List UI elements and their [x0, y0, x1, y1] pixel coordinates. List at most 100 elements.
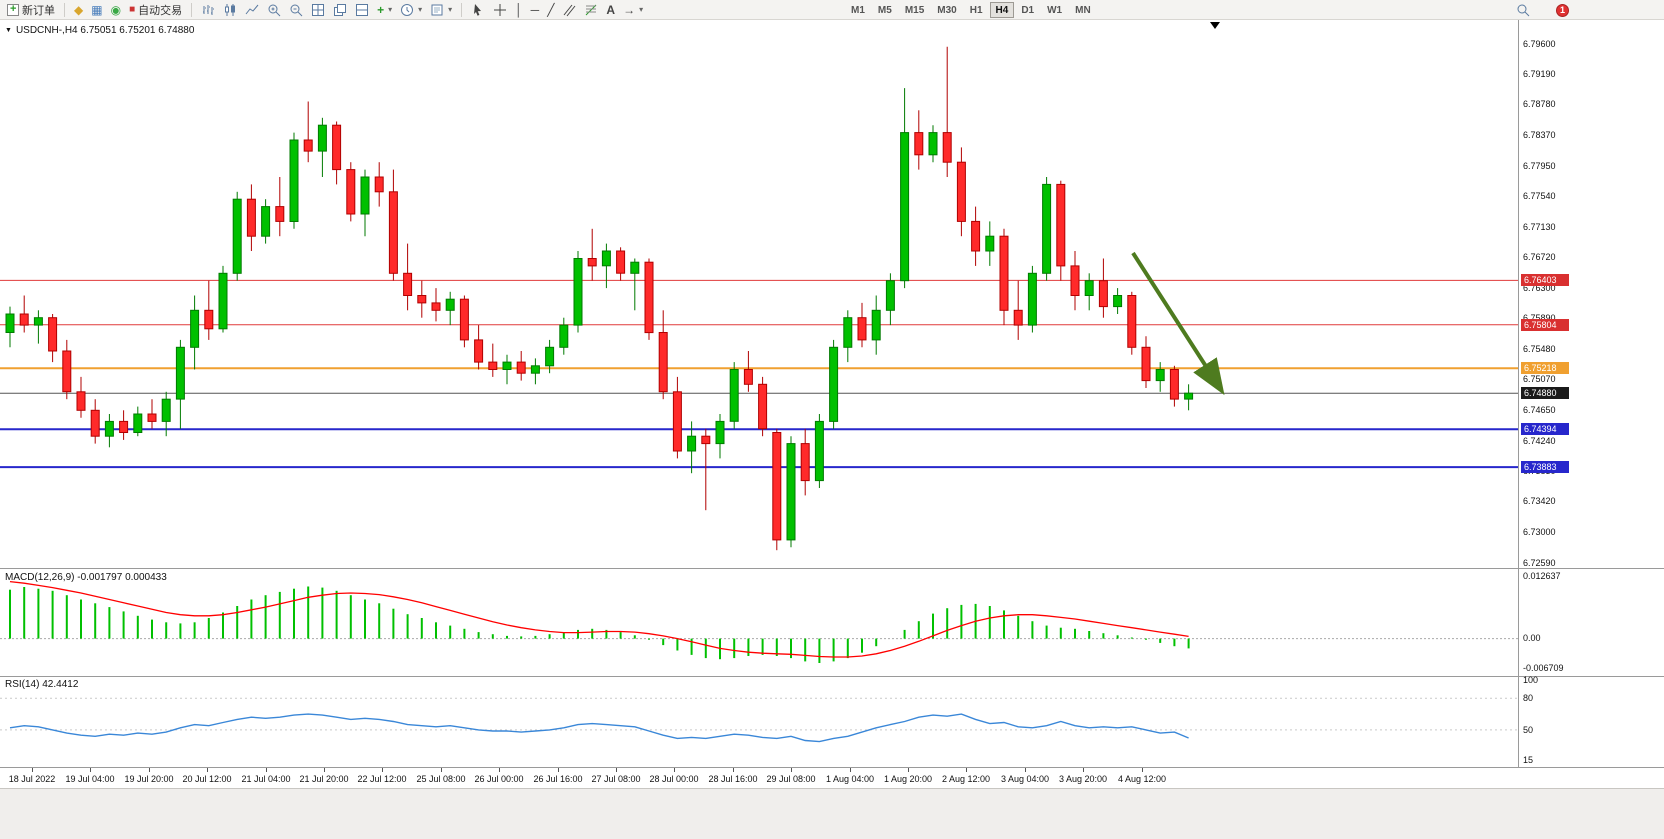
- candle[interactable]: [871, 309, 881, 341]
- line-chart-button[interactable]: [242, 1, 262, 19]
- candle[interactable]: [246, 198, 256, 237]
- candle[interactable]: [658, 332, 668, 393]
- candle[interactable]: [346, 169, 356, 215]
- ar rows-tool-button[interactable]: → ▾: [620, 1, 646, 19]
- candle[interactable]: [488, 361, 498, 371]
- candle[interactable]: [1070, 265, 1080, 296]
- crosshair-tool-button[interactable]: [490, 1, 510, 19]
- macd-panel-canvas[interactable]: [0, 570, 1518, 675]
- timeframe-h4[interactable]: H4: [989, 2, 1015, 18]
- candle[interactable]: [559, 324, 569, 348]
- candle[interactable]: [431, 302, 441, 311]
- candle[interactable]: [1127, 295, 1137, 348]
- candle[interactable]: [516, 361, 526, 374]
- timeframe-m15[interactable]: M15: [904, 5, 925, 16]
- candle[interactable]: [715, 420, 725, 445]
- templates-button[interactable]: ▾: [427, 1, 455, 19]
- candle[interactable]: [1155, 369, 1165, 382]
- candle[interactable]: [829, 346, 839, 422]
- candle[interactable]: [275, 206, 285, 222]
- candle[interactable]: [332, 124, 342, 171]
- candle[interactable]: [317, 124, 327, 152]
- refresh-button[interactable]: ◉: [108, 1, 124, 19]
- candle[interactable]: [374, 176, 384, 193]
- candle[interactable]: [119, 420, 129, 433]
- candle[interactable]: [530, 365, 540, 374]
- trend-arrow[interactable]: [1131, 251, 1225, 396]
- text-tool-button[interactable]: A: [603, 1, 618, 19]
- arrange-windows-button[interactable]: [352, 1, 372, 19]
- candle[interactable]: [743, 369, 753, 385]
- time-axis[interactable]: 18 Jul 2022 19 Jul 04:00 19 Jul 20:00 20 Ju…: [0, 767, 1518, 788]
- candle[interactable]: [885, 280, 895, 311]
- rsi-panel-canvas[interactable]: [0, 677, 1518, 767]
- candle[interactable]: [772, 432, 782, 541]
- candle[interactable]: [1184, 392, 1194, 400]
- channel-tool-button[interactable]: [559, 1, 579, 19]
- tile-windows-button[interactable]: [308, 1, 328, 19]
- trendline-tool-button[interactable]: ╱: [544, 1, 557, 19]
- candle[interactable]: [147, 413, 157, 422]
- candle[interactable]: [985, 235, 995, 252]
- candle[interactable]: [417, 295, 427, 304]
- candle[interactable]: [900, 132, 910, 282]
- candle[interactable]: [687, 435, 697, 452]
- timeframe-h1[interactable]: H1: [969, 5, 983, 16]
- candle[interactable]: [175, 346, 185, 400]
- candle[interactable]: [1113, 295, 1123, 308]
- cascade-windows-button[interactable]: [330, 1, 350, 19]
- autotrading-button[interactable]: ■ 自动交易: [126, 1, 185, 19]
- candle[interactable]: [644, 261, 654, 334]
- candle[interactable]: [701, 435, 711, 445]
- candle[interactable]: [729, 369, 739, 422]
- candle[interactable]: [914, 132, 924, 156]
- candle[interactable]: [786, 443, 796, 541]
- candle[interactable]: [1141, 346, 1151, 382]
- candle[interactable]: [857, 317, 867, 341]
- candle[interactable]: [573, 258, 583, 326]
- candle[interactable]: [360, 176, 370, 215]
- candle[interactable]: [1056, 183, 1066, 267]
- candle[interactable]: [445, 298, 455, 311]
- candle[interactable]: [630, 261, 640, 274]
- market-watch-button[interactable]: ◆: [71, 1, 86, 19]
- charts-button[interactable]: ▦: [88, 1, 105, 19]
- timeframe-mn[interactable]: MN: [1075, 5, 1091, 16]
- candle[interactable]: [133, 413, 143, 433]
- candle[interactable]: [104, 420, 114, 437]
- zoom-in-button[interactable]: [264, 1, 284, 19]
- price-axis[interactable]: 6.79600 6.79190 6.78780 6.78370 6.77950 6.775…: [1519, 0, 1664, 788]
- candle[interactable]: [388, 191, 398, 274]
- bar-chart-button[interactable]: [198, 1, 218, 19]
- notification-badge[interactable]: 1: [1556, 3, 1569, 17]
- candle[interactable]: [19, 313, 29, 326]
- candle[interactable]: [1084, 280, 1094, 297]
- candle[interactable]: [1169, 369, 1179, 400]
- candle[interactable]: [601, 250, 611, 267]
- candle[interactable]: [190, 309, 200, 348]
- timeframe-m5[interactable]: M5: [877, 5, 892, 16]
- candle[interactable]: [289, 139, 299, 222]
- candle[interactable]: [90, 409, 100, 437]
- panel-splitter[interactable]: [0, 568, 1664, 569]
- candle[interactable]: [232, 198, 242, 274]
- candle[interactable]: [5, 313, 15, 333]
- candle[interactable]: [62, 350, 72, 393]
- chart-menu-icon[interactable]: ▼: [5, 27, 12, 34]
- horizontal-line-tool-button[interactable]: ─: [528, 1, 543, 19]
- candle[interactable]: [942, 132, 952, 163]
- candle[interactable]: [261, 206, 271, 237]
- candle[interactable]: [218, 272, 228, 330]
- candle[interactable]: [587, 258, 597, 267]
- search-icon[interactable]: [1516, 3, 1530, 17]
- candle[interactable]: [814, 420, 824, 482]
- fibonacci-tool-button[interactable]: [581, 1, 601, 19]
- candle[interactable]: [1042, 183, 1052, 274]
- timeframe-m1[interactable]: M1: [851, 5, 865, 16]
- periods-button[interactable]: ▾: [397, 1, 425, 19]
- candle[interactable]: [161, 398, 171, 422]
- candle[interactable]: [204, 309, 214, 330]
- chart-shift-marker[interactable]: [1210, 22, 1220, 29]
- candle[interactable]: [1013, 309, 1023, 326]
- vertical-line-tool-button[interactable]: │: [512, 1, 526, 19]
